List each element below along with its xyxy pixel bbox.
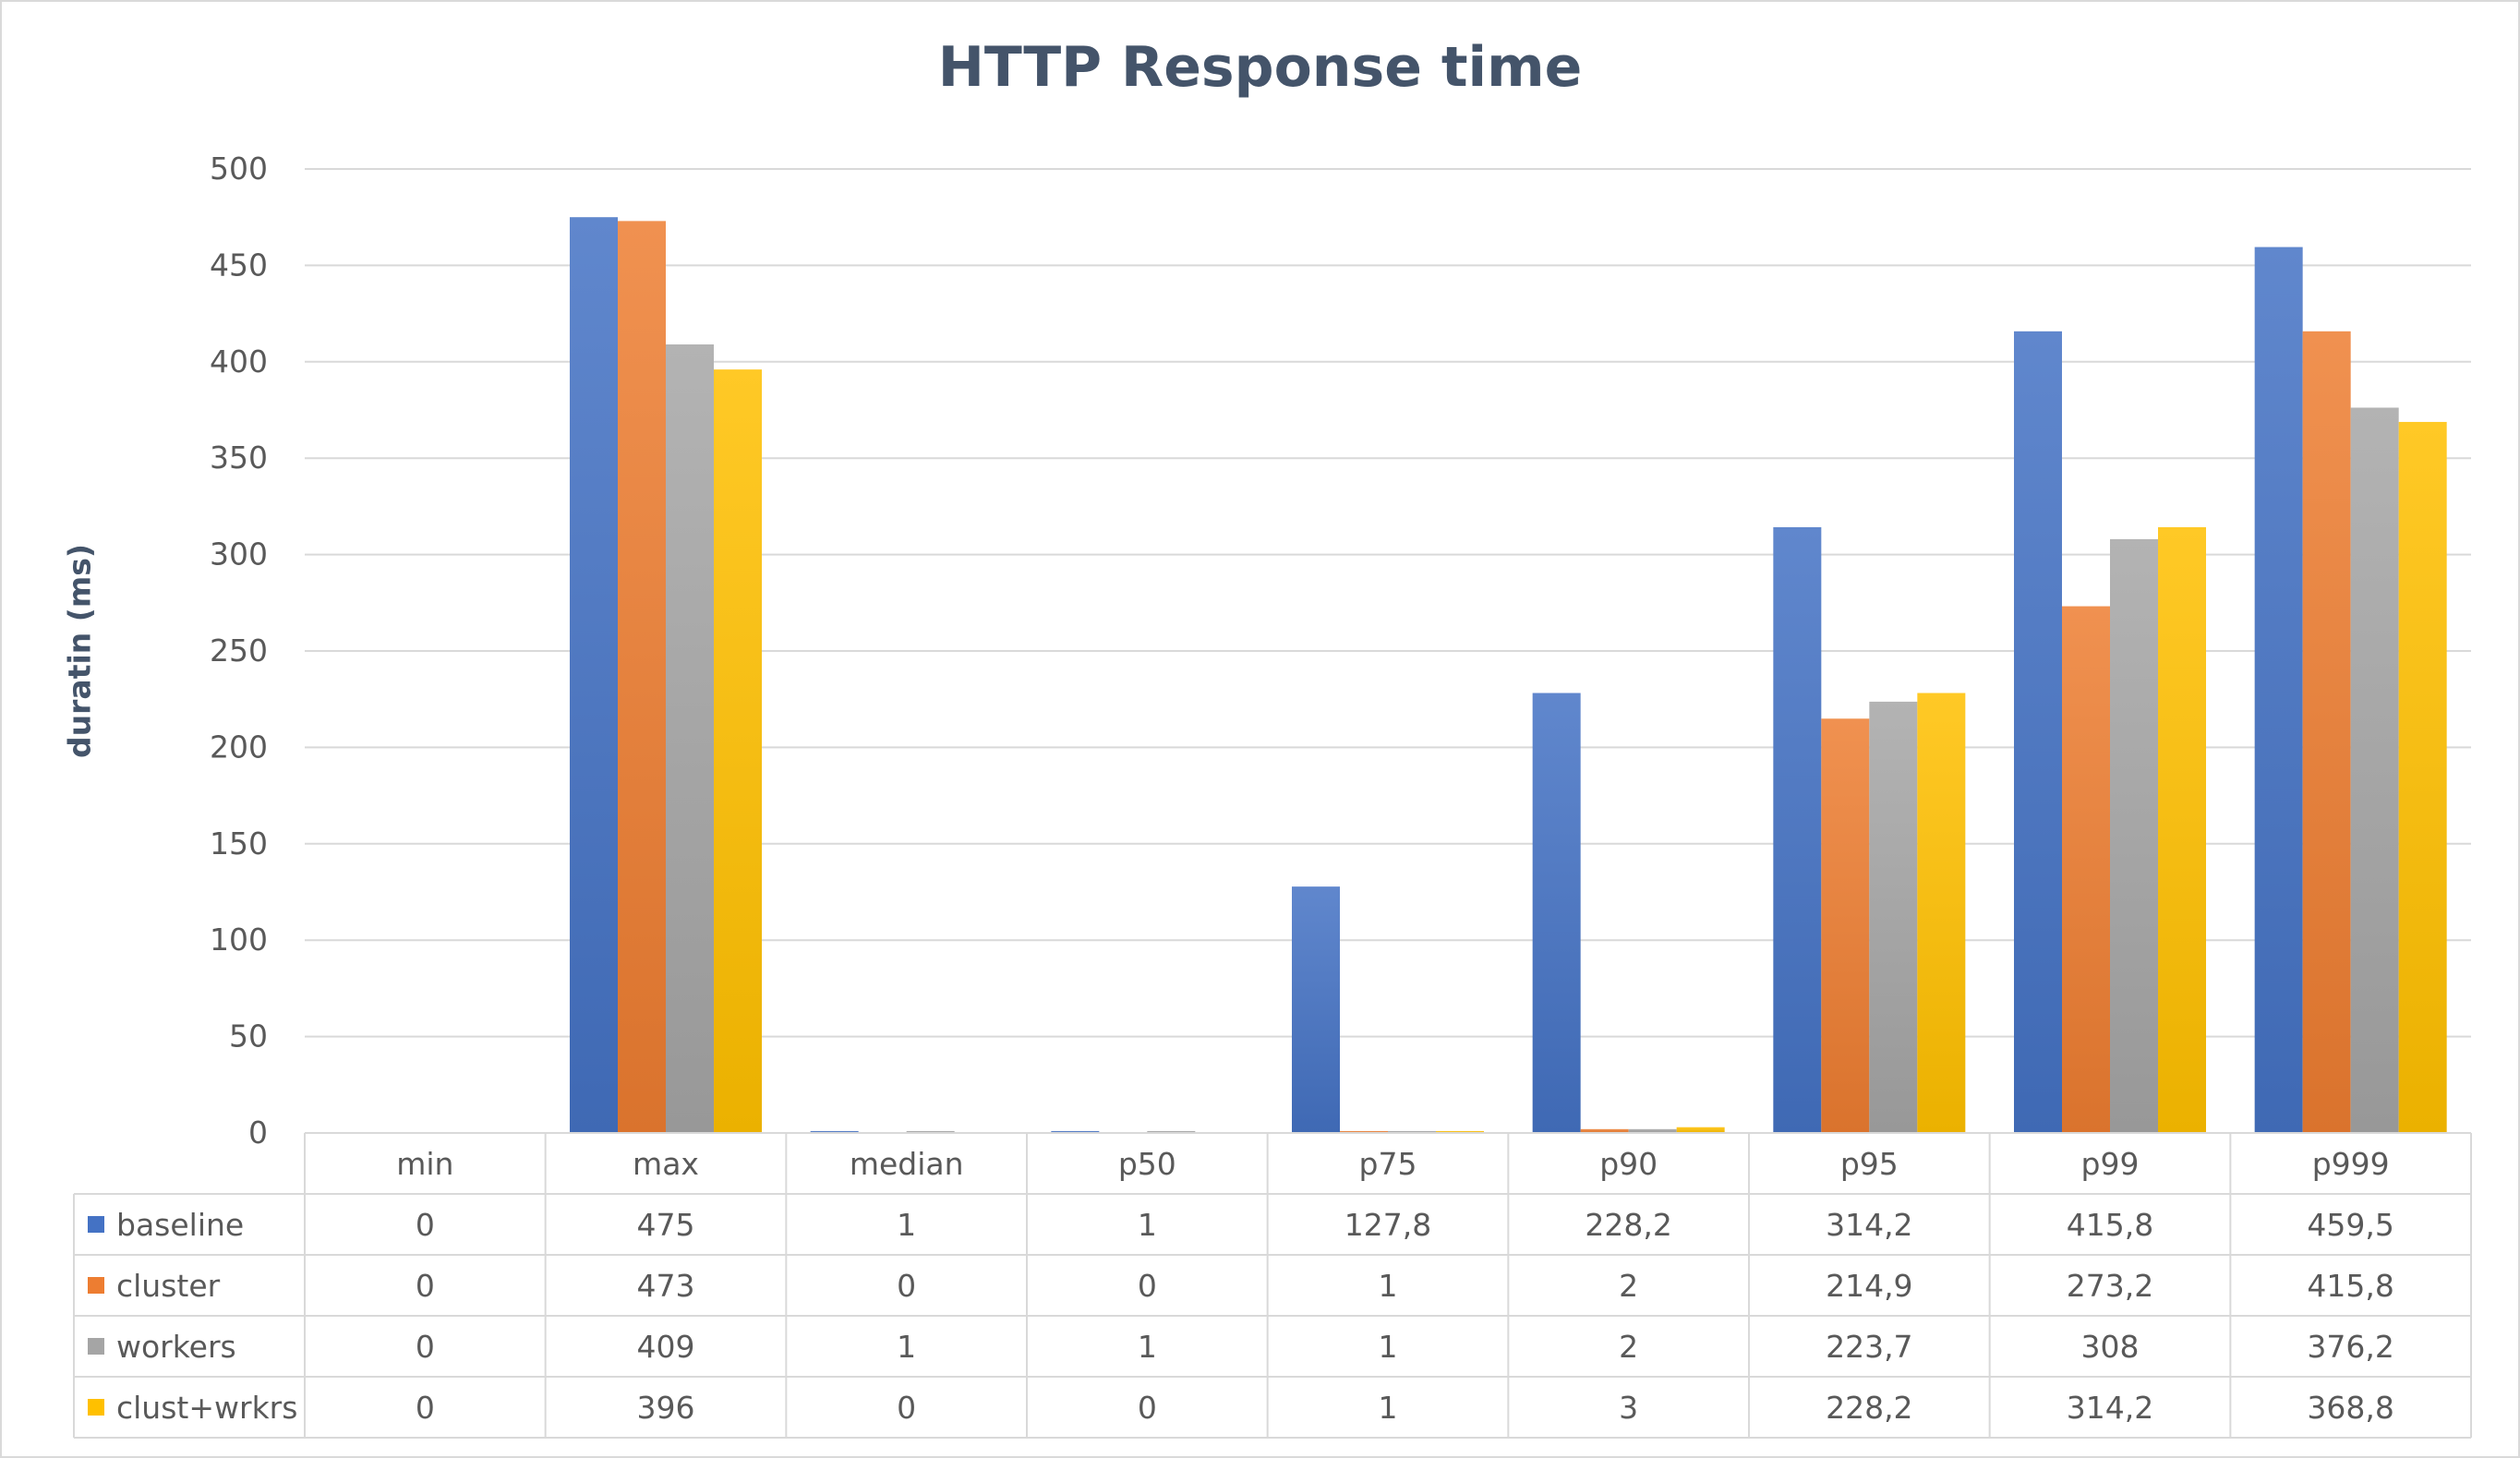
y-tick-label: 250 bbox=[210, 633, 268, 669]
bar-baseline-p75 bbox=[1292, 886, 1340, 1133]
x-tick-label: min bbox=[396, 1146, 453, 1182]
bar-cluster-p999 bbox=[2302, 331, 2351, 1134]
data-label: 409 bbox=[637, 1329, 695, 1365]
y-tick-label: 200 bbox=[210, 729, 268, 765]
data-label: 273,2 bbox=[2067, 1268, 2153, 1304]
legend-key-workers bbox=[88, 1338, 104, 1355]
data-label: 2 bbox=[1619, 1268, 1638, 1304]
bar-baseline-p99 bbox=[2014, 331, 2062, 1134]
data-label: 214,9 bbox=[1826, 1268, 1912, 1304]
data-label: 1 bbox=[1379, 1329, 1398, 1365]
bar-cluster-p75 bbox=[1340, 1130, 1388, 1133]
y-tick-label: 450 bbox=[210, 247, 268, 283]
legend-key-cluster bbox=[88, 1277, 104, 1294]
x-tick-label: p999 bbox=[2312, 1146, 2390, 1182]
data-label: 3 bbox=[1619, 1390, 1638, 1426]
bar-clust+wrkrs-p95 bbox=[1917, 693, 1966, 1133]
x-tick-label: median bbox=[850, 1146, 964, 1182]
data-label: 2 bbox=[1619, 1329, 1638, 1365]
data-label: 1 bbox=[897, 1329, 916, 1365]
x-tick-label: p90 bbox=[1599, 1146, 1658, 1182]
y-axis-ticks: 0 50 100 150 200 250 300 350 400 450 500 bbox=[210, 151, 268, 1151]
data-label: 368,8 bbox=[2307, 1390, 2393, 1426]
bar-workers-max bbox=[666, 344, 714, 1133]
bar-workers-p75 bbox=[1388, 1130, 1436, 1133]
legend-key-baseline bbox=[88, 1216, 104, 1233]
bar-workers-p90 bbox=[1628, 1128, 1677, 1133]
data-label: 228,2 bbox=[1826, 1390, 1912, 1426]
bar-cluster-p95 bbox=[1821, 718, 1870, 1133]
bar-clust+wrkrs-p999 bbox=[2398, 421, 2447, 1134]
data-label: 1 bbox=[1138, 1207, 1157, 1243]
y-tick-label: 400 bbox=[210, 343, 268, 380]
bar-clust+wrkrs-p75 bbox=[1436, 1130, 1484, 1133]
data-label: 0 bbox=[416, 1329, 435, 1365]
bar-cluster-p99 bbox=[2062, 606, 2110, 1133]
data-label: 1 bbox=[1379, 1268, 1398, 1304]
y-tick-label: 0 bbox=[248, 1115, 268, 1151]
y-tick-label: 300 bbox=[210, 536, 268, 572]
x-tick-label: p95 bbox=[1840, 1146, 1899, 1182]
data-label: 308 bbox=[2081, 1329, 2140, 1365]
data-label: 228,2 bbox=[1585, 1207, 1671, 1243]
bar-workers-p999 bbox=[2350, 407, 2399, 1133]
data-label: 475 bbox=[637, 1207, 695, 1243]
y-tick-label: 500 bbox=[210, 151, 268, 187]
data-label: 415,8 bbox=[2307, 1268, 2393, 1304]
bar-baseline-p95 bbox=[1773, 526, 1822, 1133]
data-label: 0 bbox=[416, 1268, 435, 1304]
data-label: 459,5 bbox=[2307, 1207, 2393, 1243]
data-label: 396 bbox=[637, 1390, 695, 1426]
bar-baseline-p999 bbox=[2254, 247, 2303, 1134]
data-label: 0 bbox=[897, 1268, 916, 1304]
x-tick-label: p50 bbox=[1118, 1146, 1176, 1182]
y-tick-label: 50 bbox=[229, 1018, 268, 1054]
data-label: 314,2 bbox=[2067, 1390, 2153, 1426]
bar-baseline-p50 bbox=[1051, 1130, 1100, 1133]
legend-label: clust+wrkrs bbox=[116, 1390, 297, 1426]
data-label: 415,8 bbox=[2067, 1207, 2153, 1243]
x-tick-label: p75 bbox=[1359, 1146, 1417, 1182]
bar-clust+wrkrs-p90 bbox=[1676, 1127, 1725, 1133]
data-label: 1 bbox=[897, 1207, 916, 1243]
legend-label: baseline bbox=[116, 1207, 244, 1243]
bar-workers-p99 bbox=[2110, 538, 2158, 1133]
bars bbox=[570, 217, 2447, 1134]
bar-clust+wrkrs-max bbox=[714, 369, 762, 1134]
x-tick-label: p99 bbox=[2081, 1146, 2140, 1182]
bar-baseline-p90 bbox=[1532, 693, 1581, 1133]
y-tick-label: 150 bbox=[210, 825, 268, 862]
bar-cluster-max bbox=[618, 221, 666, 1134]
data-label: 314,2 bbox=[1826, 1207, 1912, 1243]
legend-key-clust+wrkrs bbox=[88, 1399, 104, 1416]
legend-label: workers bbox=[116, 1329, 236, 1365]
bar-workers-p95 bbox=[1869, 701, 1918, 1133]
y-tick-label: 100 bbox=[210, 922, 268, 958]
bar-baseline-max bbox=[570, 217, 618, 1133]
data-table: min max median p50 p75 p90 p95 p99 p999 baseline 0… bbox=[73, 1132, 2472, 1439]
bar-clust+wrkrs-p99 bbox=[2158, 526, 2206, 1133]
data-label: 127,8 bbox=[1344, 1207, 1431, 1243]
data-label: 1 bbox=[1379, 1390, 1398, 1426]
legend-label: cluster bbox=[116, 1268, 221, 1304]
data-label: 0 bbox=[416, 1207, 435, 1243]
data-label: 1 bbox=[1138, 1329, 1157, 1365]
bar-workers-p50 bbox=[1147, 1130, 1196, 1133]
y-tick-label: 350 bbox=[210, 440, 268, 476]
data-label: 0 bbox=[897, 1390, 916, 1426]
data-label: 0 bbox=[1138, 1390, 1157, 1426]
bar-baseline-median bbox=[810, 1130, 859, 1133]
data-label: 0 bbox=[1138, 1268, 1157, 1304]
data-label: 0 bbox=[416, 1390, 435, 1426]
bar-workers-median bbox=[906, 1130, 955, 1133]
data-label: 376,2 bbox=[2307, 1329, 2393, 1365]
chart-title: HTTP Response time bbox=[937, 35, 1583, 100]
bar-cluster-p90 bbox=[1580, 1128, 1629, 1133]
data-label: 473 bbox=[637, 1268, 695, 1304]
x-tick-label: max bbox=[633, 1146, 699, 1182]
data-label: 223,7 bbox=[1826, 1329, 1912, 1365]
